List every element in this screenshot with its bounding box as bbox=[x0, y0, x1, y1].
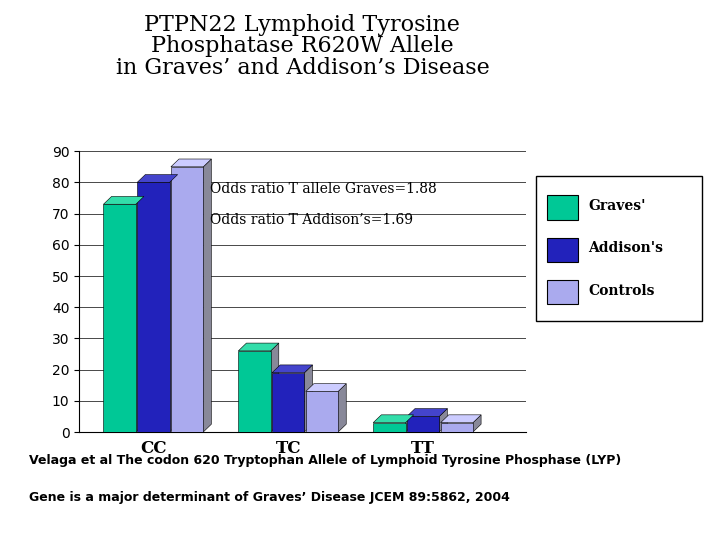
Polygon shape bbox=[441, 423, 473, 432]
Text: Phosphatase R620W Allele: Phosphatase R620W Allele bbox=[151, 35, 454, 57]
Polygon shape bbox=[136, 197, 144, 432]
Text: Odds ratio T allele Graves=1.88: Odds ratio T allele Graves=1.88 bbox=[210, 181, 437, 195]
Polygon shape bbox=[238, 343, 279, 351]
Polygon shape bbox=[171, 159, 212, 167]
Polygon shape bbox=[407, 416, 439, 432]
Text: Velaga et al The codon 620 Tryptophan Allele of Lymphoid Tyrosine Phosphase (LYP: Velaga et al The codon 620 Tryptophan Al… bbox=[29, 454, 621, 467]
Polygon shape bbox=[272, 365, 312, 373]
Polygon shape bbox=[373, 415, 414, 423]
Polygon shape bbox=[305, 365, 312, 432]
Text: Odds ratio T Addison’s=1.69: Odds ratio T Addison’s=1.69 bbox=[210, 213, 413, 227]
Polygon shape bbox=[104, 197, 144, 204]
Polygon shape bbox=[171, 167, 203, 432]
Polygon shape bbox=[373, 423, 405, 432]
Polygon shape bbox=[272, 373, 305, 432]
Text: Gene is a major determinant of Graves’ Disease JCEM 89:5862, 2004: Gene is a major determinant of Graves’ D… bbox=[29, 491, 510, 504]
Polygon shape bbox=[271, 343, 279, 432]
Text: Controls: Controls bbox=[588, 284, 654, 298]
Text: PTPN22 Lymphoid Tyrosine: PTPN22 Lymphoid Tyrosine bbox=[145, 14, 460, 36]
FancyBboxPatch shape bbox=[536, 176, 702, 321]
Polygon shape bbox=[306, 392, 338, 432]
Polygon shape bbox=[203, 159, 212, 432]
Polygon shape bbox=[238, 351, 271, 432]
Bar bbox=[546, 238, 577, 262]
Polygon shape bbox=[169, 174, 178, 432]
Polygon shape bbox=[439, 409, 447, 432]
Polygon shape bbox=[104, 204, 136, 432]
Text: in Graves’ and Addison’s Disease: in Graves’ and Addison’s Disease bbox=[115, 57, 490, 79]
Polygon shape bbox=[473, 415, 481, 432]
Text: Addison's: Addison's bbox=[588, 241, 663, 255]
Polygon shape bbox=[338, 383, 346, 432]
Bar bbox=[546, 280, 577, 305]
Bar bbox=[546, 195, 577, 220]
Polygon shape bbox=[138, 174, 178, 183]
Text: Graves': Graves' bbox=[588, 199, 646, 213]
Polygon shape bbox=[138, 183, 169, 432]
Polygon shape bbox=[306, 383, 346, 392]
Polygon shape bbox=[405, 415, 414, 432]
Polygon shape bbox=[441, 415, 481, 423]
Polygon shape bbox=[407, 409, 447, 416]
